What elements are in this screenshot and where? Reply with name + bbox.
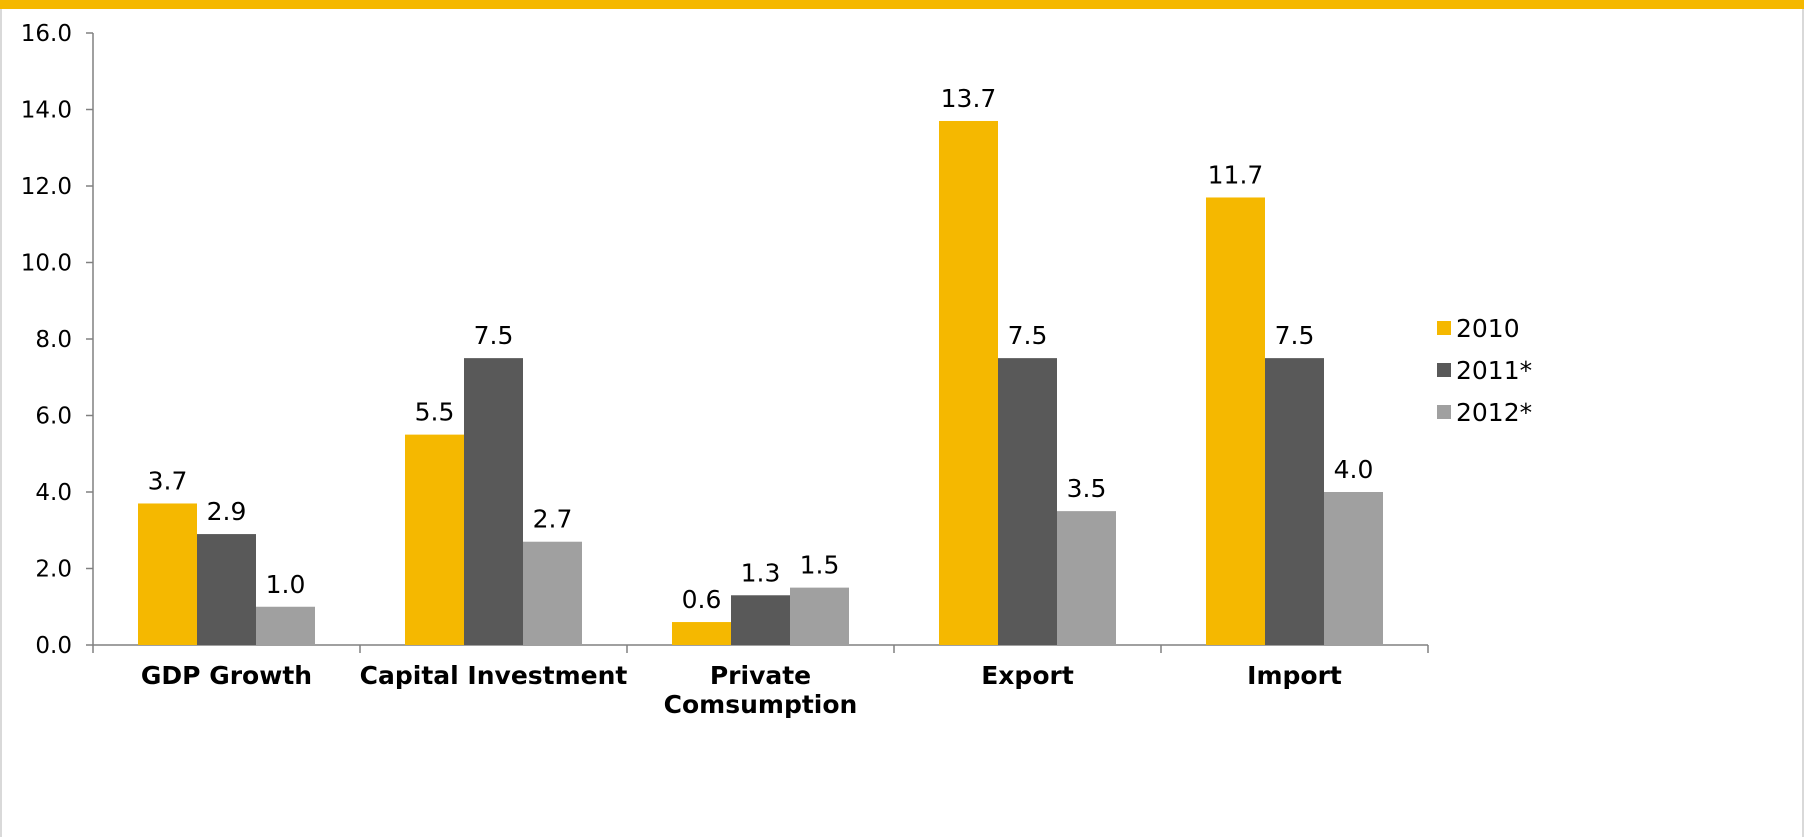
bars xyxy=(138,120,1383,646)
bar xyxy=(939,120,998,646)
category-label: Import xyxy=(1247,661,1342,690)
y-tick-label: 14.0 xyxy=(21,98,72,124)
data-label: 13.7 xyxy=(941,84,997,113)
category-label: Private xyxy=(710,661,811,690)
data-label: 11.7 xyxy=(1208,160,1264,189)
data-label: 1.5 xyxy=(800,551,840,580)
data-labels: 3.7 2.9 1.0 5.5 7.5 2.7 0.6 1.3 1.5 13.7 7.5 3.5 11.… xyxy=(148,84,1374,614)
category-label: Comsumption xyxy=(664,690,858,719)
data-label: 7.5 xyxy=(1008,321,1048,350)
bar xyxy=(672,622,731,645)
y-tick-label: 10.0 xyxy=(21,251,72,277)
bar xyxy=(405,434,464,645)
bar xyxy=(197,534,256,645)
data-label: 3.7 xyxy=(148,466,188,495)
bar xyxy=(523,541,582,645)
category-labels: GDP Growth Capital Investment PrivateComsu… xyxy=(141,661,1342,719)
category-label: GDP Growth xyxy=(141,661,312,690)
y-tick-label: 8.0 xyxy=(35,327,72,353)
data-label: 1.3 xyxy=(741,558,781,587)
category-label: Export xyxy=(981,661,1074,690)
data-label: 7.5 xyxy=(1275,321,1315,350)
legend-label: 2010 xyxy=(1456,314,1520,343)
y-tick-label: 16.0 xyxy=(21,21,72,47)
bar xyxy=(998,358,1057,645)
category-label: Capital Investment xyxy=(360,661,628,690)
y-tick-label: 4.0 xyxy=(35,480,72,506)
bar xyxy=(731,595,790,645)
y-tick-label: 6.0 xyxy=(35,404,72,430)
legend-label: 2012* xyxy=(1456,398,1532,427)
legend-label: 2011* xyxy=(1456,356,1532,385)
legend-swatch xyxy=(1437,321,1451,335)
y-tick-label: 12.0 xyxy=(21,174,72,200)
legend-swatch xyxy=(1437,405,1451,419)
data-label: 4.0 xyxy=(1334,455,1374,484)
legend-swatch xyxy=(1437,363,1451,377)
y-tick-label: 2.0 xyxy=(35,557,72,583)
axes: 0.0 2.0 4.0 6.0 8.0 10.0 12.0 14.0 16.0 xyxy=(21,21,1429,659)
bar xyxy=(138,503,197,645)
bar xyxy=(464,358,523,645)
data-label: 7.5 xyxy=(474,321,514,350)
bar xyxy=(1057,511,1116,645)
data-label: 2.9 xyxy=(207,497,247,526)
bar xyxy=(1206,197,1265,645)
top-accent-bar xyxy=(0,0,1804,9)
bar xyxy=(1265,358,1324,645)
bar xyxy=(256,606,315,645)
data-label: 1.0 xyxy=(266,570,306,599)
y-tick-label: 0.0 xyxy=(35,633,72,659)
data-label: 3.5 xyxy=(1067,474,1107,503)
data-label: 0.6 xyxy=(682,585,722,614)
bar xyxy=(790,587,849,645)
data-label: 2.7 xyxy=(533,505,573,534)
bar xyxy=(1324,492,1383,645)
legend: 2010 2011* 2012* xyxy=(1437,314,1532,427)
data-label: 5.5 xyxy=(415,398,455,427)
